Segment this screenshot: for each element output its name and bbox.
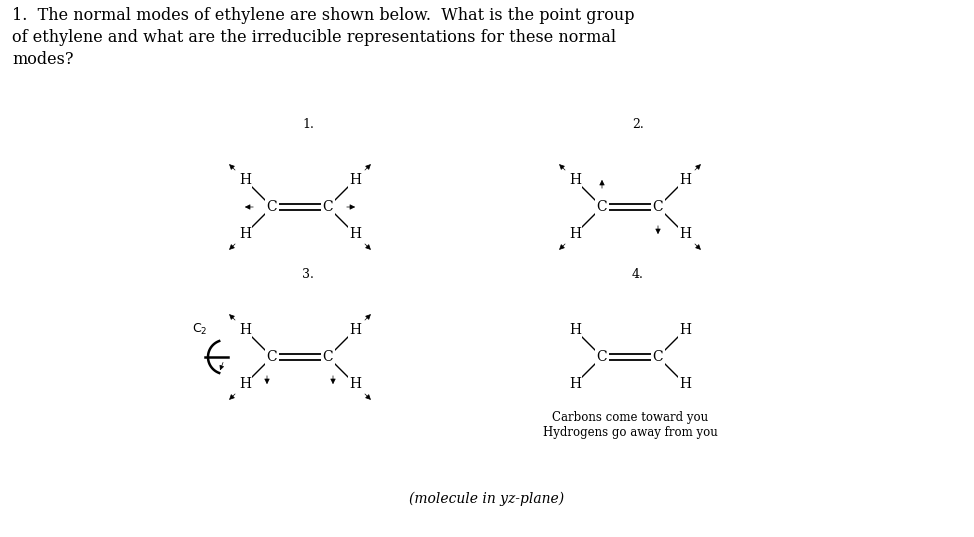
Text: C: C [322, 350, 333, 364]
Text: C: C [322, 200, 333, 214]
Text: $\mathrm{C_2}$: $\mathrm{C_2}$ [192, 322, 207, 337]
Text: 4.: 4. [632, 268, 644, 281]
Text: H: H [679, 323, 691, 337]
Text: H: H [349, 173, 361, 187]
Text: Carbons come toward you
Hydrogens go away from you: Carbons come toward you Hydrogens go awa… [543, 411, 718, 439]
Text: C: C [597, 350, 608, 364]
Text: 1.  The normal modes of ethylene are shown below.  What is the point group: 1. The normal modes of ethylene are show… [12, 7, 634, 24]
Text: 2.: 2. [632, 119, 644, 132]
Text: (molecule in yz-plane): (molecule in yz-plane) [409, 492, 565, 506]
Text: modes?: modes? [12, 51, 73, 68]
Text: H: H [679, 227, 691, 241]
Text: H: H [240, 227, 251, 241]
Text: 1.: 1. [302, 119, 314, 132]
Text: H: H [569, 323, 581, 337]
Text: H: H [240, 323, 251, 337]
Text: of ethylene and what are the irreducible representations for these normal: of ethylene and what are the irreducible… [12, 29, 617, 46]
Text: H: H [679, 377, 691, 391]
Text: H: H [240, 173, 251, 187]
Text: H: H [569, 173, 581, 187]
Text: H: H [240, 377, 251, 391]
Text: C: C [597, 200, 608, 214]
Text: C: C [653, 350, 663, 364]
Text: H: H [349, 227, 361, 241]
Text: H: H [569, 377, 581, 391]
Text: C: C [267, 350, 278, 364]
Text: 3.: 3. [302, 268, 314, 281]
Text: H: H [349, 377, 361, 391]
Text: C: C [267, 200, 278, 214]
Text: H: H [569, 227, 581, 241]
Text: C: C [653, 200, 663, 214]
Text: H: H [679, 173, 691, 187]
Text: H: H [349, 323, 361, 337]
